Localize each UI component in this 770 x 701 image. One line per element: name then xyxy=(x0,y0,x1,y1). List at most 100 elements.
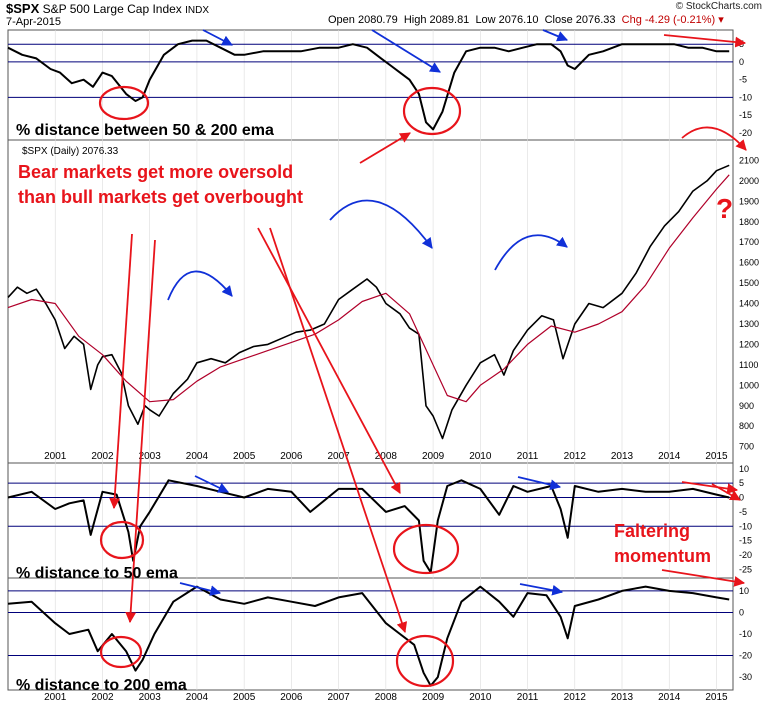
year-tick-label: 2012 xyxy=(564,451,587,462)
top-y-tick-label: -20 xyxy=(739,128,752,138)
oversold-circle-2002-mid xyxy=(99,520,145,560)
year-tick-label: 2002 xyxy=(91,692,114,701)
year-tick-label: 2015 xyxy=(705,451,728,462)
blue-arrow-mid-2004 xyxy=(194,475,229,493)
year-tick-label: 2003 xyxy=(139,451,162,462)
year-tick-label: 2009 xyxy=(422,692,445,701)
mid-y-tick-label: 10 xyxy=(739,464,749,474)
symbol-header: $SPX S&P 500 Large Cap Index INDX xyxy=(6,1,209,16)
ohlc-values: Open 2080.79 High 2089.81 Low 2076.10 Cl… xyxy=(328,13,724,26)
main-y-tick-label: 1100 xyxy=(739,360,758,370)
year-tick-label: 2005 xyxy=(233,451,256,462)
top-y-tick-label: 0 xyxy=(739,57,744,67)
open-value: Open 2080.79 xyxy=(328,14,398,26)
blue-arrow-top-2009 xyxy=(371,29,441,73)
main-y-tick-label: 1900 xyxy=(739,196,759,206)
year-tick-label: 2008 xyxy=(375,451,398,462)
bear-annotation-line1: Bear markets get more oversold xyxy=(18,162,293,182)
mid-y-tick-label: -15 xyxy=(739,536,752,546)
ema-200-line xyxy=(7,174,730,403)
faltering-annotation-line1: Faltering xyxy=(614,521,690,541)
exchange: INDX xyxy=(185,5,210,16)
main-y-tick-label: 800 xyxy=(739,421,754,431)
year-tick-label: 2007 xyxy=(327,451,350,462)
mid-y-tick-label: 0 xyxy=(739,493,744,503)
blue-arrow-mid-2011 xyxy=(517,476,562,491)
blue-arrow-main-2012 xyxy=(494,234,568,271)
blue-arrow-top-2004 xyxy=(202,29,233,46)
red-arrow-to-mid-2009 xyxy=(257,227,401,494)
main-y-tick-label: 1600 xyxy=(739,258,759,268)
red-arrow-to-mid-2002 xyxy=(109,233,133,510)
year-tick-label: 2001 xyxy=(44,451,67,462)
oversold-circle-2002-bottom xyxy=(99,635,143,669)
top-y-tick-label: -10 xyxy=(739,92,752,102)
main-y-tick-label: 1700 xyxy=(739,237,759,247)
year-tick-label: 2001 xyxy=(44,692,67,701)
blue-arrow-main-2004 xyxy=(167,270,233,301)
main-y-tick-label: 1200 xyxy=(739,339,759,349)
blue-arrow-top-2011 xyxy=(542,29,568,42)
top-y-tick-label: -5 xyxy=(739,75,747,85)
bottom-y-tick-label: 0 xyxy=(739,607,744,617)
stockcharts-credit: © StockCharts.com xyxy=(675,1,762,12)
year-tick-label: 2003 xyxy=(139,692,162,701)
year-tick-label: 2014 xyxy=(658,451,681,462)
chart-date: 7-Apr-2015 xyxy=(6,16,62,28)
top-panel-label: % distance between 50 & 200 ema xyxy=(16,122,274,139)
change-value: Chg -4.29 (-0.21%) xyxy=(621,14,716,26)
top-y-tick-label: 5 xyxy=(739,39,744,49)
main-y-tick-label: 2100 xyxy=(739,155,759,165)
main-y-tick-label: 700 xyxy=(739,442,754,452)
year-tick-label: 2013 xyxy=(611,451,634,462)
main-y-tick-label: 1000 xyxy=(739,380,759,390)
symbol: $SPX xyxy=(6,1,40,16)
faltering-annotation-line2: momentum xyxy=(614,546,711,566)
main-y-tick-label: 1500 xyxy=(739,278,759,288)
red-arrow-top-2015 xyxy=(663,34,747,48)
red-arrow-to-bottom-2002 xyxy=(125,239,156,624)
main-y-tick-label: 1300 xyxy=(739,319,759,329)
top-series-line xyxy=(7,39,730,131)
low-value: Low 2076.10 xyxy=(475,14,539,26)
year-tick-label: 2011 xyxy=(517,692,539,701)
main-y-tick-label: 1400 xyxy=(739,299,759,309)
mid-y-tick-label: -5 xyxy=(739,507,747,517)
close-value: Close 2076.33 xyxy=(544,14,616,26)
mid-y-tick-label: -20 xyxy=(739,550,752,560)
panel-frames xyxy=(7,29,734,691)
bottom-series-line xyxy=(7,585,730,687)
year-tick-label: 2006 xyxy=(280,692,303,701)
mid-panel-label: % distance to 50 ema xyxy=(16,565,178,582)
bottom-y-tick-label: -10 xyxy=(739,629,752,639)
bottom-y-tick-label: -30 xyxy=(739,672,752,682)
bottom-panel-frame xyxy=(7,577,734,691)
year-tick-label: 2012 xyxy=(564,692,587,701)
mid-y-tick-label: -10 xyxy=(739,521,752,531)
year-tick-label: 2015 xyxy=(705,692,728,701)
year-tick-label: 2004 xyxy=(186,692,209,701)
oversold-circle-2009-mid xyxy=(392,523,460,575)
oversold-circle-2009-top xyxy=(402,86,462,136)
year-tick-label: 2007 xyxy=(327,692,350,701)
main-series-line xyxy=(7,164,730,440)
mid-y-tick-label: -25 xyxy=(739,564,752,574)
main-y-tick-label: 1800 xyxy=(739,217,759,227)
oversold-circle-2002-top xyxy=(98,85,150,121)
red-arrow-mid-2015a xyxy=(681,481,739,494)
year-tick-label: 2011 xyxy=(517,451,539,462)
year-tick-label: 2005 xyxy=(233,692,256,701)
year-tick-label: 2004 xyxy=(186,451,209,462)
main-y-tick-label: 2000 xyxy=(739,176,759,186)
chart-labels: % distance between 50 & 200 ema $SPX (Da… xyxy=(16,122,733,694)
bear-annotation-line2: than bull markets get overbought xyxy=(18,187,303,207)
red-arrow-to-bottom-2009 xyxy=(269,227,408,634)
blue-arrow-main-2008 xyxy=(329,199,433,249)
index-name: S&P 500 Large Cap Index xyxy=(42,2,182,16)
high-value: High 2089.81 xyxy=(403,14,470,26)
top-y-tick-label: -15 xyxy=(739,110,752,120)
year-tick-label: 2006 xyxy=(280,451,303,462)
red-arrow-main-peak xyxy=(681,126,747,151)
blue-arrow-bottom-2011 xyxy=(519,583,564,596)
